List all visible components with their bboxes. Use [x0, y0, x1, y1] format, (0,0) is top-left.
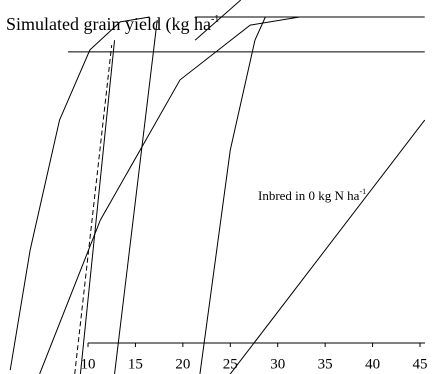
annotation-superscript: -1	[359, 187, 366, 196]
series-line	[229, 119, 426, 374]
x-tick-label: 10	[81, 356, 96, 372]
x-tick-label: 40	[365, 356, 380, 372]
series-line	[79, 40, 116, 374]
annotation: Inbred in 0 kg N ha-1	[258, 187, 366, 203]
title-text: Simulated grain yield (kg ha	[6, 14, 211, 35]
series-line	[114, 19, 158, 374]
series-line	[39, 16, 300, 374]
chart-title: Simulated grain yield (kg ha-1	[6, 14, 219, 35]
series-line	[74, 44, 113, 374]
x-tick-label: 20	[175, 356, 190, 372]
series-line	[9, 16, 150, 371]
x-tick-label: 45	[413, 356, 428, 372]
series-line	[199, 16, 266, 374]
x-tick-label: 25	[223, 356, 238, 372]
annotation-text: Inbred in 0 kg N ha	[258, 188, 360, 203]
x-tick-label: 15	[128, 356, 143, 372]
title-superscript: -1	[211, 14, 219, 25]
x-tick-label: 35	[318, 356, 333, 372]
x-tick-label: 30	[270, 356, 285, 372]
series-line	[194, 0, 242, 41]
